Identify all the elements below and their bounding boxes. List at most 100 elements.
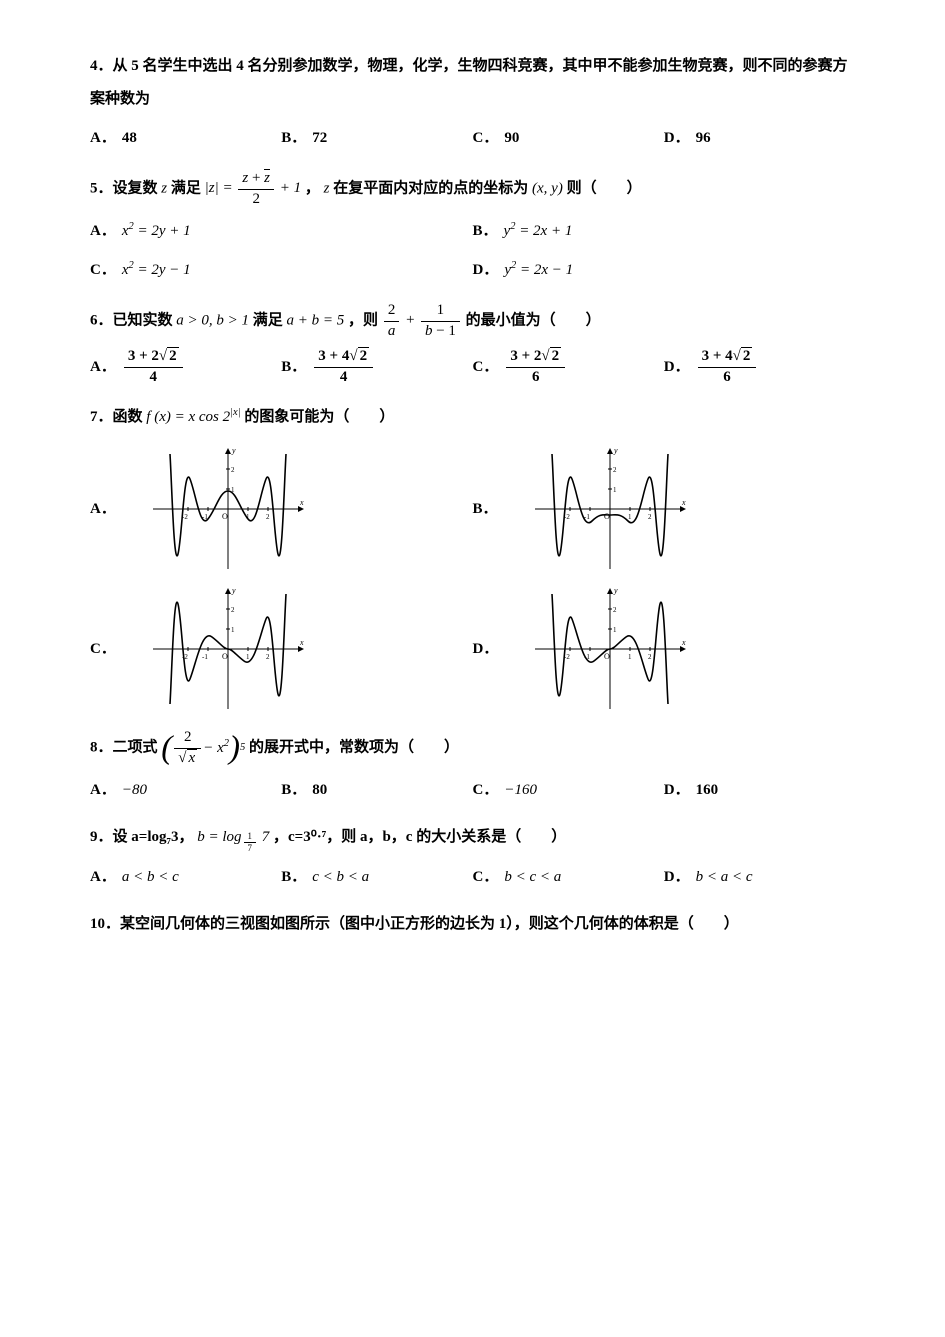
q6-d-den: 6 bbox=[698, 368, 757, 388]
q7-graph-d-label: D． bbox=[473, 633, 499, 666]
q7-suffix: 的图象可能为（ ） bbox=[244, 409, 394, 425]
question-7: 7．函数 f (x) = x cos 2|x| 的图象可能为（ ） A． x y… bbox=[90, 401, 855, 714]
q7-text: 7．函数 f (x) = x cos 2|x| 的图象可能为（ ） bbox=[90, 401, 855, 434]
question-8: 8．二项式 ( 2√x − x2 )5 的展开式中，常数项为（ ） A．−80 … bbox=[90, 728, 855, 807]
q5-suffix: 则（ ） bbox=[567, 180, 642, 196]
question-4: 4．从 5 名学生中选出 4 名分别参加数学，物理，化学，生物四科竞赛，其中甲不… bbox=[90, 50, 855, 155]
q4-opt-b: B．72 bbox=[281, 122, 472, 155]
q7-graph-b-cell: B． x y O -1-2 12 12 bbox=[473, 444, 856, 574]
question-10: 10．某空间几何体的三视图如图所示（图中小正方形的边长为 1），则这个几何体的体… bbox=[90, 908, 855, 941]
q5-z: z bbox=[161, 180, 171, 196]
q9-number: 9． bbox=[90, 829, 113, 845]
svg-text:1: 1 bbox=[246, 653, 250, 661]
q10-number: 10． bbox=[90, 916, 120, 932]
q4-opt-d-val: 96 bbox=[696, 122, 711, 155]
q6-mid2: ，则 bbox=[348, 312, 378, 328]
svg-text:y: y bbox=[231, 586, 236, 595]
q9-text: 9．设 a=log₇3， b = log17 7 ，c=3⁰·⁷，则 a，b，c… bbox=[90, 821, 855, 855]
q8-c: −160 bbox=[504, 774, 537, 807]
q5-options-1: A．x2 = 2y + 1 B．y2 = 2x + 1 bbox=[90, 215, 855, 248]
svg-text:x: x bbox=[681, 498, 686, 507]
q6-opt-c: C． 3 + 2√26 bbox=[473, 347, 664, 387]
q9-mid: ，c=3⁰·⁷，则 a，b，c 的大小关系是（ ） bbox=[273, 829, 566, 845]
q4-text: 4．从 5 名学生中选出 4 名分别参加数学，物理，化学，生物四科竞赛，其中甲不… bbox=[90, 50, 855, 116]
svg-text:x: x bbox=[681, 638, 686, 647]
q7-graph-a-cell: A． x y O -1-2 12 12 bbox=[90, 444, 473, 574]
q6-f1n: 2 bbox=[384, 301, 400, 322]
q4-options: A．48 B．72 C．90 D．96 bbox=[90, 122, 855, 155]
q5-text: 5．设复数 z 满足 |z| = z + z2 + 1 ， z 在复平面内对应的… bbox=[90, 169, 855, 209]
q7-graph-c: x y O -1-2 12 12 bbox=[128, 584, 328, 714]
q4-opt-c-val: 90 bbox=[504, 122, 519, 155]
q5-options-2: C．x2 = 2y − 1 D．y2 = 2x − 1 bbox=[90, 254, 855, 287]
svg-text:O: O bbox=[604, 512, 610, 521]
q8-prefix: 二项式 bbox=[113, 739, 158, 755]
q6-f2d: b − 1 bbox=[421, 322, 460, 342]
q7-graph-a-label: A． bbox=[90, 493, 116, 526]
q8-opt-c: C．−160 bbox=[473, 774, 664, 807]
svg-text:1: 1 bbox=[231, 626, 235, 634]
q8-b-num: 2 bbox=[174, 728, 201, 749]
q9-b: c < b < a bbox=[312, 861, 369, 894]
q4-opt-d: D．96 bbox=[664, 122, 855, 155]
q8-number: 8． bbox=[90, 739, 113, 755]
svg-text:O: O bbox=[222, 652, 228, 661]
q5-opt-d-val: y2 = 2x − 1 bbox=[504, 254, 573, 287]
q7-graph-c-label: C． bbox=[90, 633, 116, 666]
q9-c: b < c < a bbox=[504, 861, 561, 894]
q6-f1d: a bbox=[384, 322, 400, 342]
svg-text:x: x bbox=[299, 498, 304, 507]
svg-text:2: 2 bbox=[648, 513, 652, 521]
svg-text:O: O bbox=[604, 652, 610, 661]
svg-text:2: 2 bbox=[266, 513, 270, 521]
q5-opt-a-val: x2 = 2y + 1 bbox=[122, 215, 191, 248]
q4-opt-a-val: 48 bbox=[122, 122, 137, 155]
q6-options: A． 3 + 2√24 B． 3 + 4√24 C． 3 + 2√26 D． 3… bbox=[90, 347, 855, 387]
q6-text: 6．已知实数 a > 0, b > 1 满足 a + b = 5 ，则 2a +… bbox=[90, 301, 855, 341]
svg-text:2: 2 bbox=[648, 653, 652, 661]
q5-opt-a: A．x2 = 2y + 1 bbox=[90, 215, 473, 248]
svg-text:y: y bbox=[613, 586, 618, 595]
q5-opt-d: D．y2 = 2x − 1 bbox=[473, 254, 856, 287]
q6-c-den: 6 bbox=[506, 368, 565, 388]
q4-body: 从 5 名学生中选出 4 名分别参加数学，物理，化学，生物四科竞赛，其中甲不能参… bbox=[90, 58, 848, 107]
svg-text:2: 2 bbox=[231, 606, 235, 614]
q6-opt-a-frac: 3 + 2√24 bbox=[124, 347, 183, 387]
svg-text:-1: -1 bbox=[202, 653, 208, 661]
q7-prefix: 函数 bbox=[113, 409, 143, 425]
q4-opt-c: C．90 bbox=[473, 122, 664, 155]
q5-eq: |z| = z + z2 + 1 bbox=[205, 180, 302, 196]
q9-b-expr: b = log17 7 bbox=[197, 829, 273, 845]
q6-opt-c-frac: 3 + 2√26 bbox=[506, 347, 565, 387]
q6-eq: a + b = 5 bbox=[287, 312, 345, 328]
q7-func: f (x) = x cos 2|x| bbox=[146, 409, 244, 425]
q7-number: 7． bbox=[90, 409, 113, 425]
q8-text: 8．二项式 ( 2√x − x2 )5 的展开式中，常数项为（ ） bbox=[90, 728, 855, 768]
q6-opt-b-frac: 3 + 4√24 bbox=[314, 347, 373, 387]
q8-opt-b: B．80 bbox=[281, 774, 472, 807]
q4-number: 4． bbox=[90, 58, 113, 74]
q7-graph-d: x y O -1-2 12 12 bbox=[510, 584, 710, 714]
q5-opt-c-val: x2 = 2y − 1 bbox=[122, 254, 191, 287]
q6-b-den: 4 bbox=[314, 368, 373, 388]
q6-opt-a: A． 3 + 2√24 bbox=[90, 347, 281, 387]
svg-text:x: x bbox=[299, 638, 304, 647]
q7-graph-c-cell: C． x y O -1-2 12 12 bbox=[90, 584, 473, 714]
q8-d: 160 bbox=[696, 774, 719, 807]
svg-text:2: 2 bbox=[613, 606, 617, 614]
q4-opt-a: A．48 bbox=[90, 122, 281, 155]
q9-options: A．a < b < c B．c < b < a C．b < c < a D．b … bbox=[90, 861, 855, 894]
q5-opt-b-val: y2 = 2x + 1 bbox=[504, 215, 573, 248]
q6-a-den: 4 bbox=[124, 368, 183, 388]
q6-suffix: 的最小值为（ ） bbox=[466, 312, 601, 328]
q5-number: 5． bbox=[90, 180, 113, 196]
q9-prefix: 设 a=log₇3， bbox=[113, 829, 194, 845]
q6-mid1: 满足 bbox=[253, 312, 283, 328]
q7-graph-b: x y O -1-2 12 12 bbox=[510, 444, 710, 574]
q9-a: a < b < c bbox=[122, 861, 179, 894]
q8-b: 80 bbox=[312, 774, 327, 807]
svg-text:2: 2 bbox=[231, 466, 235, 474]
q10-body: 某空间几何体的三视图如图所示（图中小正方形的边长为 1），则这个几何体的体积是（… bbox=[120, 916, 739, 932]
q5-mid3: 在复平面内对应的点的坐标为 bbox=[333, 180, 528, 196]
q4-opt-b-val: 72 bbox=[312, 122, 327, 155]
